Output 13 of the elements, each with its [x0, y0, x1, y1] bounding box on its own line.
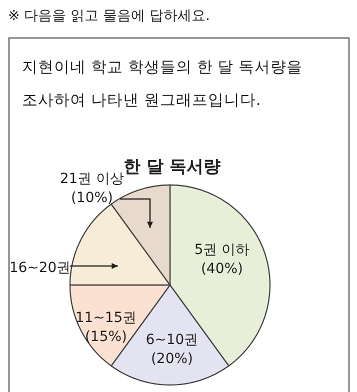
slice-label: 11~15권 — [75, 310, 137, 326]
data-label: (40%) — [200, 261, 244, 277]
chart-title: 한 달 독서량 — [124, 157, 220, 177]
slice-label: 16~20권 — [9, 260, 71, 276]
slice-label: 21권 이상 — [60, 171, 124, 187]
slice-label: 6~10권 — [146, 332, 198, 348]
text: 지현이네 학교 학생들의 한 달 독서량을 — [22, 58, 303, 76]
text: 조사하여 나타낸 원그래프입니다. — [22, 91, 261, 109]
data-label: (10%) — [70, 190, 114, 206]
data-label: (20%) — [150, 351, 194, 367]
slice-label: 5권 이하 — [194, 242, 250, 258]
data-label: (15%) — [84, 329, 128, 345]
text: ※ 다음을 읽고 물음에 답하세요. — [8, 8, 210, 24]
